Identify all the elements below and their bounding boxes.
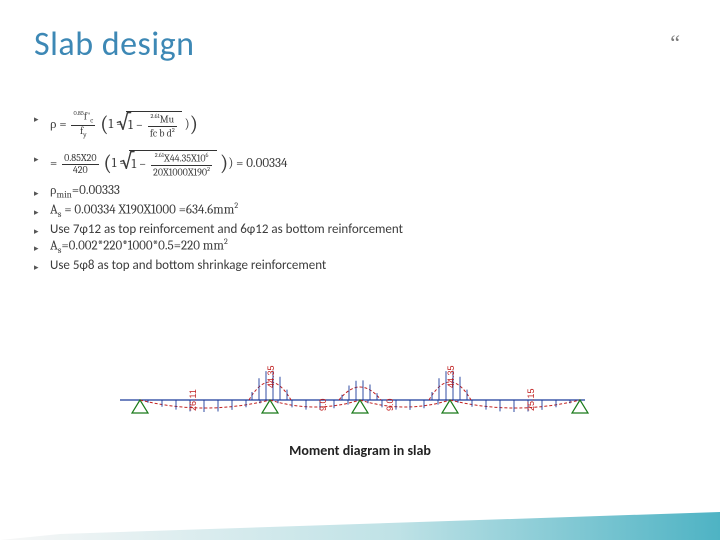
- moment-diagram: 44.35 44.35 26.11 9.0 9.0 25.15: [110, 350, 590, 420]
- diagram-caption: Moment diagram in slab: [0, 442, 720, 459]
- eq-text: Mu: [160, 114, 174, 126]
- content-block: ▸ ρ = 0.85f'c fy (1 − √ 1 − 2.61Mu fc b …: [34, 110, 690, 275]
- footer-gradient: [0, 512, 720, 540]
- eq-text: 2: [224, 238, 228, 247]
- eq-text: 2: [207, 165, 210, 173]
- eq-text: 6: [206, 151, 209, 159]
- quote-icon: “: [670, 30, 680, 56]
- eq-text: =: [50, 156, 57, 171]
- eq-text: =0.002*220*1000*0.5=220 mm: [61, 238, 223, 253]
- bullet-icon: ▸: [34, 150, 50, 165]
- eq-text: A: [50, 238, 58, 253]
- eq-text: min: [57, 190, 72, 200]
- eq-text: ρ =: [50, 117, 67, 132]
- fraction: 0.85f'c fy: [71, 110, 95, 140]
- fraction: 0.85X20 420: [62, 153, 98, 176]
- eq-text: ) = 0.00334: [228, 156, 287, 171]
- eq-text: 0.85X20: [62, 153, 98, 165]
- svg-text:26.11: 26.11: [188, 389, 198, 411]
- eq-line-2: ▸ = 0.85X20 420 (1 − √ 1 − 2.61X44.35X10…: [34, 150, 690, 178]
- eq-text: 2.61: [150, 112, 159, 120]
- eq-text: 2: [172, 126, 175, 134]
- eq-text: = 0.00334 X190X1000 =634.6mm: [61, 202, 234, 217]
- bullet-icon: ▸: [34, 222, 50, 237]
- eq-text: X44.35X10: [164, 153, 205, 165]
- sqrt: √ 1 − 2.61X44.35X106 20X1000X1902: [129, 150, 217, 178]
- svg-text:44.35: 44.35: [446, 365, 456, 388]
- sqrt: √ 1 − 2.61Mu fc b d2: [126, 111, 182, 139]
- eq-text: 2: [234, 202, 238, 211]
- eq-line-6: ▸ As=0.002*220*1000*0.5=220 mm2: [34, 239, 690, 256]
- eq-text: y: [83, 131, 86, 139]
- bullet-icon: ▸: [34, 110, 50, 125]
- eq-text: 20X1000X190: [153, 166, 207, 178]
- svg-text:25.15: 25.15: [526, 388, 536, 411]
- eq-line-3: ▸ ρmin=0.00333: [34, 184, 690, 201]
- bullet-icon: ▸: [34, 258, 50, 273]
- eq-text: Use 5φ8 as top and bottom shrinkage rein…: [50, 258, 326, 273]
- svg-text:44.35: 44.35: [266, 365, 276, 388]
- eq-text: =0.00333: [72, 183, 120, 198]
- eq-line-7: ▸ Use 5φ8 as top and bottom shrinkage re…: [34, 258, 690, 273]
- eq-text: 420: [62, 165, 98, 176]
- eq-text: 2.61: [155, 151, 164, 159]
- eq-line-1: ▸ ρ = 0.85f'c fy (1 − √ 1 − 2.61Mu fc b …: [34, 110, 690, 140]
- eq-text: c: [90, 116, 93, 124]
- eq-line-4: ▸ As = 0.00334 X190X1000 =634.6mm2: [34, 203, 690, 220]
- bullet-icon: ▸: [34, 184, 50, 199]
- svg-text:9.0: 9.0: [318, 398, 328, 411]
- page-title: Slab design: [34, 24, 195, 65]
- eq-text: Use 7φ12 as top reinforcement and 6φ12 a…: [50, 222, 403, 237]
- fraction: 2.61X44.35X106 20X1000X1902: [151, 152, 212, 178]
- bullet-icon: ▸: [34, 239, 50, 254]
- eq-text: fc b d: [150, 127, 172, 139]
- svg-text:9.0: 9.0: [385, 398, 395, 411]
- eq-line-5: ▸ Use 7φ12 as top reinforcement and 6φ12…: [34, 222, 690, 237]
- fraction: 2.61Mu fc b d2: [148, 113, 177, 139]
- eq-text: A: [50, 202, 58, 217]
- bullet-icon: ▸: [34, 203, 50, 218]
- eq-text: 0.85: [73, 109, 83, 117]
